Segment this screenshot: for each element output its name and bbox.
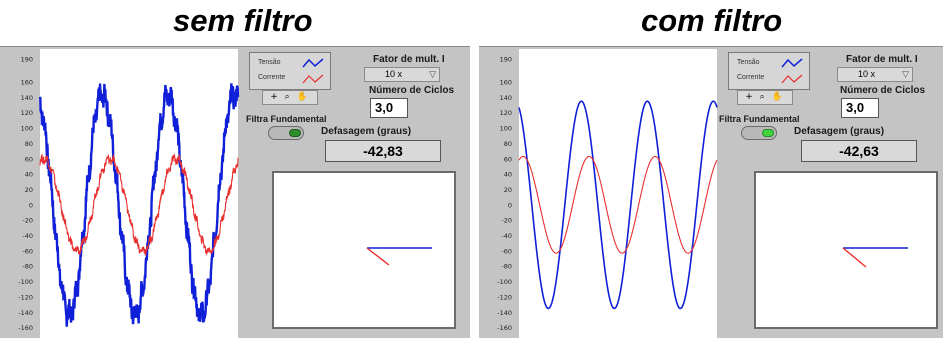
fator-mult-label: Fator de mult. I [846, 54, 918, 65]
dropdown-arrow-icon: ▽ [902, 69, 909, 79]
y-tick-label: 120 [21, 109, 33, 117]
defasagem-value: -42,63 [801, 140, 917, 162]
y-tick-label: -140 [497, 309, 512, 317]
filtra-fundamental-toggle[interactable] [741, 126, 777, 140]
defasagem-label: Defasagem (graus) [321, 126, 412, 137]
title-sem-filtro: sem filtro [173, 3, 313, 38]
waveform-chart-com-filtro: 190 160 140 120 100 80 60 40 20 0 -20 -40 -60 -80 -100… [497, 49, 718, 338]
fator-mult-select[interactable]: 10 x ▽ [364, 67, 440, 82]
dropdown-arrow-icon: ▽ [429, 69, 436, 79]
legend-corrente-label: Corrente [258, 74, 286, 81]
y-tick-label: 60 [504, 155, 512, 163]
y-tick-label: 60 [25, 155, 33, 163]
series-corrente-line [39, 153, 239, 256]
legend-tensao-swatch [302, 58, 324, 68]
y-tick-label: -100 [497, 278, 512, 286]
title-com-filtro: com filtro [641, 3, 783, 38]
graph-tools-palette[interactable]: + ⌕ ✋ [262, 90, 318, 105]
y-tick-label: -120 [18, 293, 33, 301]
series-tensao-line [38, 83, 240, 327]
legend-tensao-swatch [781, 58, 803, 68]
defasagem-label: Defasagem (graus) [794, 126, 885, 137]
y-tick-label: -120 [497, 293, 512, 301]
waveform-chart-sem-filtro: 190 160 140 120 100 80 60 40 20 0 -20 -40 -60 -80 -100… [18, 49, 240, 338]
legend-corrente-swatch [302, 74, 324, 84]
y-tick-label: 0 [508, 201, 512, 209]
toggle-led [762, 129, 774, 137]
y-tick-label: 160 [500, 79, 512, 87]
y-tick-label: 80 [504, 140, 512, 148]
y-tick-label: 40 [504, 171, 512, 179]
panel-sem-filtro: 190 160 140 120 100 80 60 40 20 0 -20 -40 -60 -80 -100… [0, 46, 470, 338]
y-tick-label: -40 [22, 232, 33, 240]
y-tick-label: 0 [29, 201, 33, 209]
y-tick-label: -20 [22, 217, 33, 225]
numero-ciclos-input[interactable]: 3,0 [841, 98, 879, 118]
fator-mult-value: 10 x [385, 69, 403, 79]
legend-corrente-swatch [781, 74, 803, 84]
phasor-corrente [366, 247, 390, 266]
phasor-plot [366, 247, 432, 266]
fator-mult-value: 10 x [858, 69, 876, 79]
y-tick-label: 190 [21, 56, 33, 64]
legend-tensao-label: Tensão [258, 59, 281, 66]
filtra-fundamental-label: Filtra Fundamental [719, 114, 800, 124]
y-tick-label: -60 [22, 247, 33, 255]
y-tick-label: -80 [22, 263, 33, 271]
numero-ciclos-label: Número de Ciclos [840, 85, 926, 96]
y-tick-label: 140 [500, 94, 512, 102]
y-tick-label: 80 [25, 140, 33, 148]
y-tick-label: 20 [25, 186, 33, 194]
legend-tensao-label: Tensão [737, 59, 760, 66]
y-tick-label: 100 [21, 125, 33, 133]
phasor-diagram-com-filtro [754, 171, 938, 329]
series-tensao-line [518, 100, 718, 310]
y-tick-label: -80 [501, 263, 512, 271]
y-tick-label: 160 [21, 79, 33, 87]
y-tick-label: -140 [18, 309, 33, 317]
y-tick-label: -160 [18, 324, 33, 332]
graph-tools-palette[interactable]: + ⌕ ✋ [737, 90, 793, 105]
phasor-corrente [842, 247, 867, 268]
graph-tools-icons: + ⌕ ✋ [270, 92, 310, 102]
y-tick-label: 40 [25, 171, 33, 179]
y-tick-label: -60 [501, 247, 512, 255]
legend: Tensão Corrente [728, 52, 810, 90]
y-tick-label: 140 [21, 94, 33, 102]
phasor-diagram-sem-filtro [272, 171, 456, 329]
numero-ciclos-label: Número de Ciclos [369, 85, 455, 96]
series-corrente-line [518, 155, 718, 254]
y-tick-label: 20 [504, 186, 512, 194]
plot-area [40, 49, 238, 338]
fator-mult-label: Fator de mult. I [373, 54, 445, 65]
filtra-fundamental-toggle[interactable] [268, 126, 304, 140]
numero-ciclos-input[interactable]: 3,0 [370, 98, 408, 118]
y-tick-label: -100 [18, 278, 33, 286]
fator-mult-select[interactable]: 10 x ▽ [837, 67, 913, 82]
legend: Tensão Corrente [249, 52, 331, 90]
y-tick-label: 100 [500, 125, 512, 133]
y-tick-label: -160 [497, 324, 512, 332]
y-tick-label: 120 [500, 109, 512, 117]
phasor-plot [842, 247, 908, 268]
y-tick-label: 190 [500, 56, 512, 64]
filtra-fundamental-label: Filtra Fundamental [246, 114, 327, 124]
defasagem-value: -42,83 [325, 140, 441, 162]
graph-tools-icons: + ⌕ ✋ [745, 92, 785, 102]
y-tick-label: -40 [501, 232, 512, 240]
legend-corrente-label: Corrente [737, 74, 765, 81]
plot-area [519, 49, 717, 338]
panel-com-filtro: 190 160 140 120 100 80 60 40 20 0 -20 -40 -60 -80 -100… [479, 46, 943, 338]
toggle-led [289, 129, 301, 137]
y-tick-label: -20 [501, 217, 512, 225]
